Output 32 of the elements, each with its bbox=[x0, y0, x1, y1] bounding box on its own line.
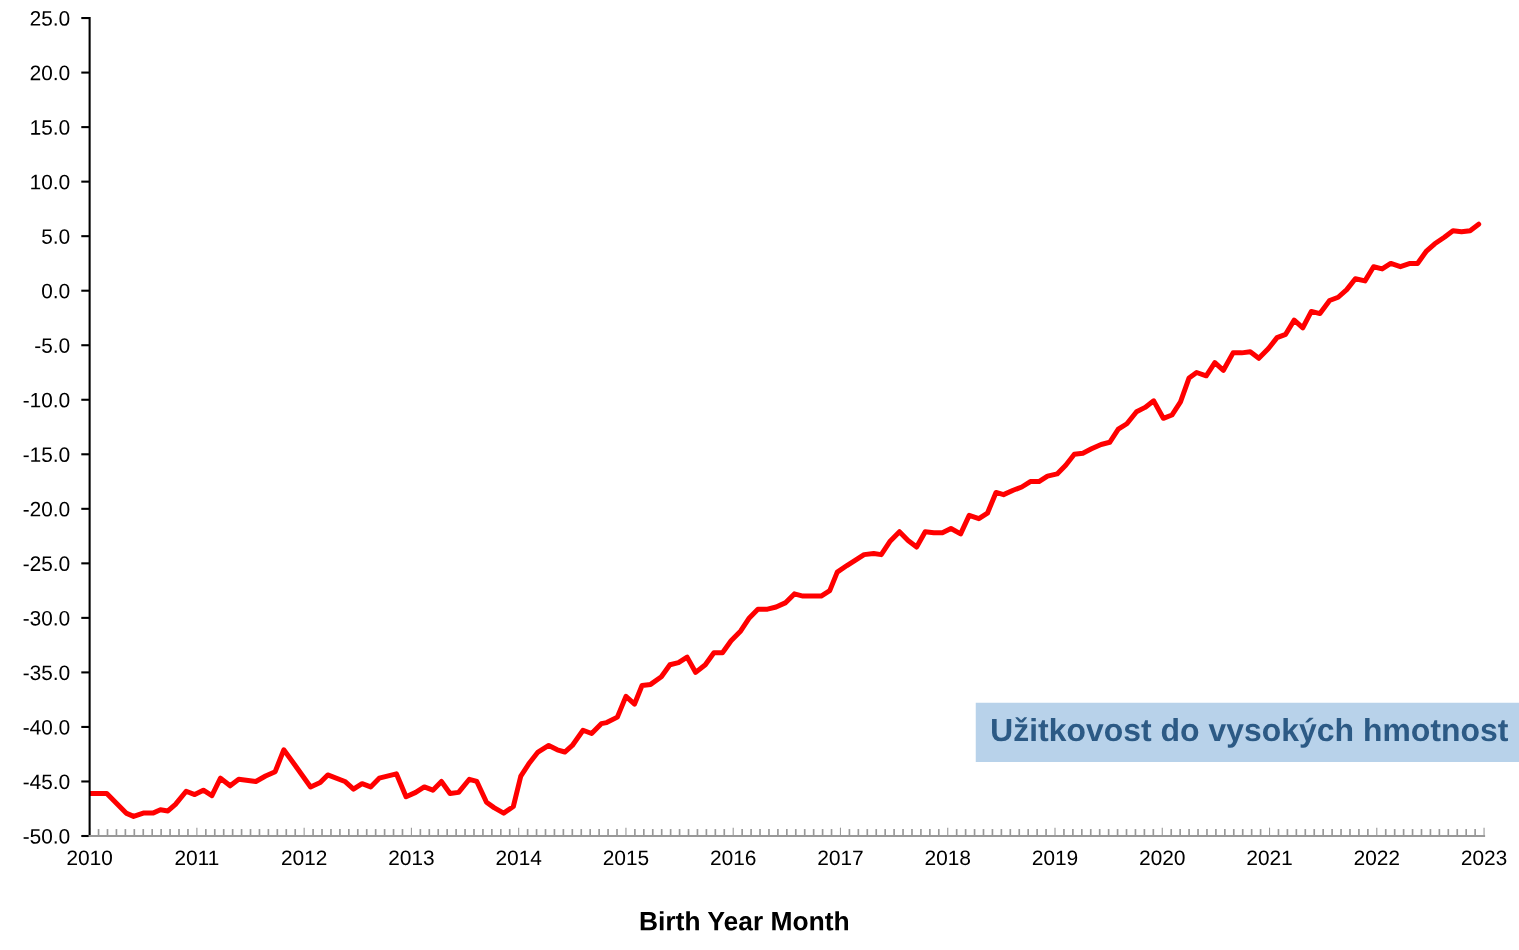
x-tick-label: 2014 bbox=[496, 850, 542, 866]
x-tick-label: 2022 bbox=[1354, 850, 1399, 866]
y-tick-label: -40.0 bbox=[23, 719, 70, 735]
y-tick-label: -45.0 bbox=[23, 774, 70, 790]
x-axis-title: Birth Year Month bbox=[640, 911, 849, 931]
x-tick-label: 2016 bbox=[711, 850, 756, 866]
annotation: Užitkovost do vysokých hmotnost bbox=[992, 717, 1509, 748]
x-tick-label: 2015 bbox=[603, 850, 649, 866]
x-tick-label: 2017 bbox=[818, 850, 863, 866]
y-tick-label: -10.0 bbox=[23, 392, 70, 408]
y-tick-label: -35.0 bbox=[23, 665, 70, 681]
y-tick-label: -15.0 bbox=[23, 447, 70, 463]
x-tick-label: 2018 bbox=[925, 850, 971, 866]
y-tick-label: -20.0 bbox=[23, 501, 70, 517]
x-tick-label: 2011 bbox=[175, 850, 219, 866]
x-tick-label: 2023 bbox=[1461, 850, 1507, 866]
y-tick-label: -5.0 bbox=[35, 338, 70, 353]
y-tick-label: 10.0 bbox=[31, 174, 70, 190]
x-tick-label: 2012 bbox=[282, 850, 327, 866]
y-tick-label: -25.0 bbox=[23, 556, 70, 572]
x-tick-label: 2013 bbox=[389, 850, 434, 866]
y-tick-label: 20.0 bbox=[30, 65, 70, 81]
x-tick-label: 2019 bbox=[1032, 850, 1078, 866]
y-tick-label: 25.0 bbox=[30, 11, 70, 26]
y-tick-label: 5.0 bbox=[42, 229, 70, 244]
y-tick-label: -30.0 bbox=[23, 610, 70, 626]
y-tick-label: -50.0 bbox=[23, 829, 70, 844]
x-tick-label: 2020 bbox=[1140, 850, 1185, 866]
y-tick-label: 15.0 bbox=[31, 120, 70, 135]
y-tick-label: 0.0 bbox=[42, 283, 70, 299]
x-tick-label: 2010 bbox=[67, 850, 112, 866]
x-tick-label: 2021 bbox=[1247, 850, 1292, 866]
